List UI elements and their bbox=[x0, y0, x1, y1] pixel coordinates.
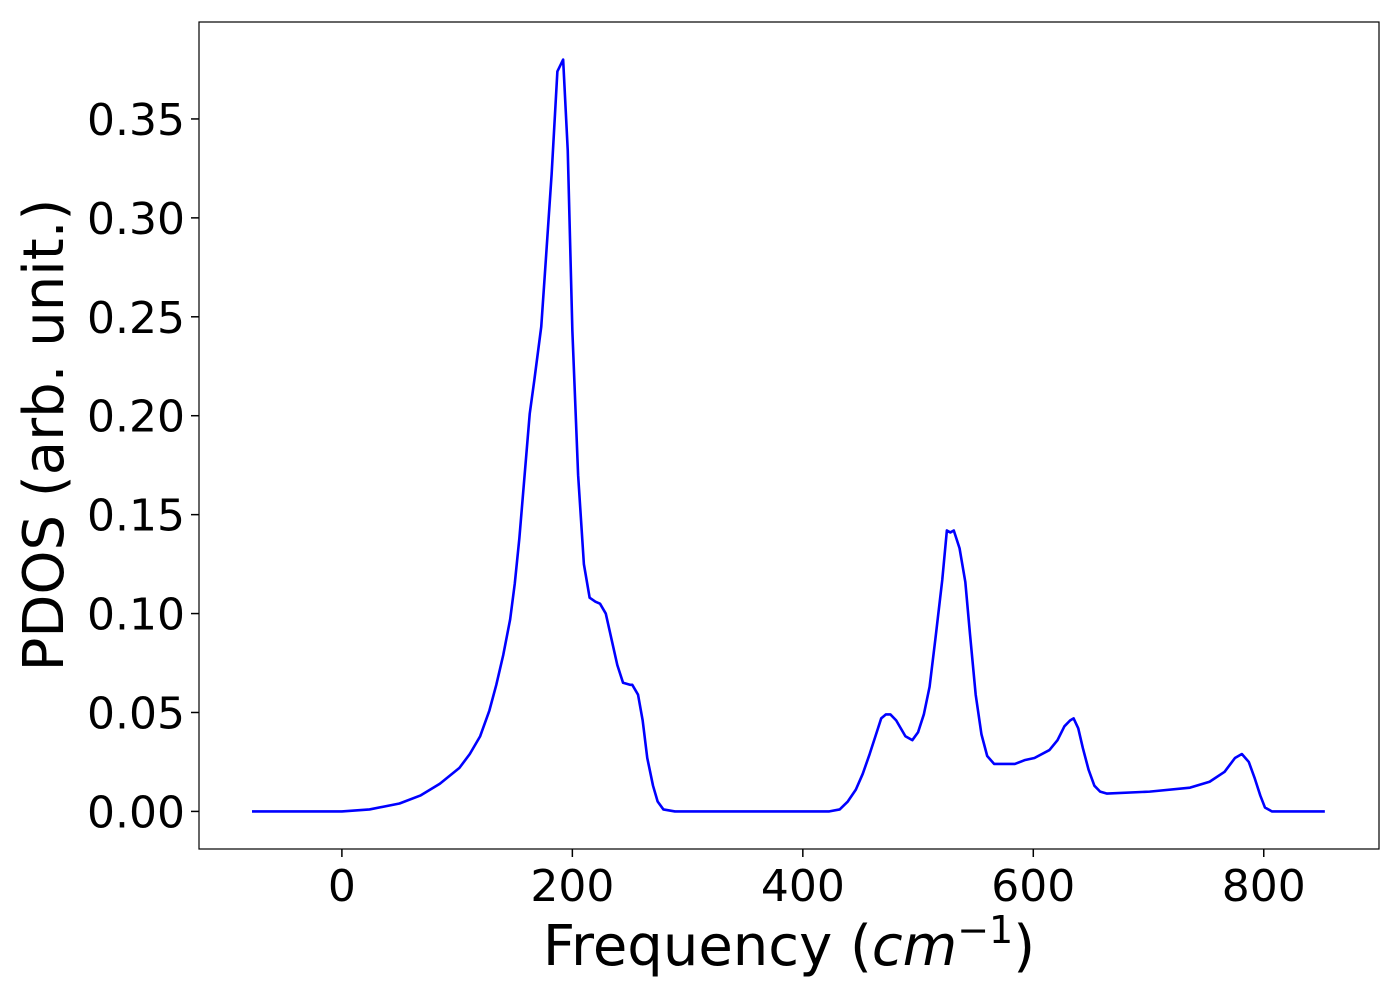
x-label-text: Frequency ( bbox=[543, 914, 872, 979]
x-label-unit: cm bbox=[872, 914, 957, 979]
x-tick-label: 400 bbox=[761, 861, 845, 912]
x-tick-label: 600 bbox=[991, 861, 1075, 912]
y-tick-label: 0.00 bbox=[87, 787, 185, 838]
y-axis-label: PDOS (arb. unit.) bbox=[12, 199, 77, 672]
y-tick-label: 0.30 bbox=[87, 194, 185, 245]
y-tick-label: 0.05 bbox=[87, 688, 185, 739]
x-label-close: ) bbox=[1013, 914, 1035, 979]
x-label-exponent: −1 bbox=[957, 908, 1013, 952]
x-tick-label: 0 bbox=[328, 861, 356, 912]
y-tick-label: 0.10 bbox=[87, 590, 185, 641]
y-tick-label: 0.20 bbox=[87, 392, 185, 443]
plot-frame bbox=[198, 21, 1380, 850]
x-tick-label: 200 bbox=[530, 861, 614, 912]
y-tick-label: 0.35 bbox=[87, 95, 185, 146]
y-tick-label: 0.15 bbox=[87, 491, 185, 542]
x-tick-label: 800 bbox=[1222, 861, 1306, 912]
data-line bbox=[252, 58, 1325, 813]
y-tick-label: 0.25 bbox=[87, 293, 185, 344]
x-axis-label: Frequency (cm−1) bbox=[543, 908, 1035, 979]
